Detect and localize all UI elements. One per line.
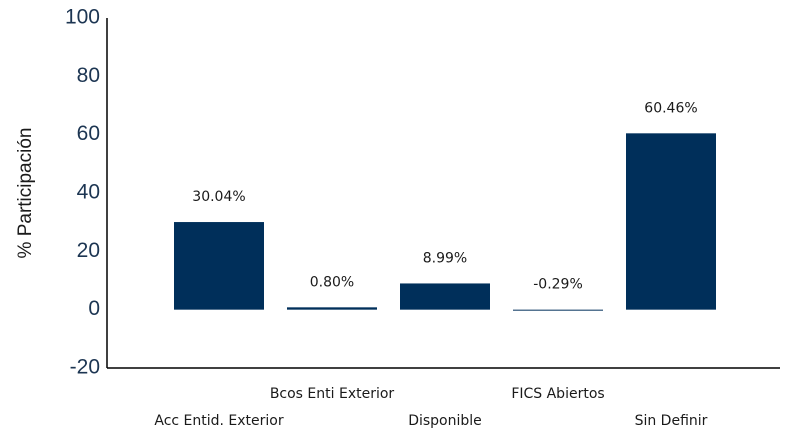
y-tick-label: 60 [77,122,100,145]
y-tick-label: -20 [70,356,100,379]
y-tick-label: 100 [65,6,100,29]
bar [287,307,377,310]
value-label: -0.29% [533,277,583,293]
y-axis-title: % Participación [15,128,36,259]
value-label: 8.99% [423,250,467,266]
y-tick-label: 80 [77,64,100,87]
x-tick-label: Sin Definir [635,413,708,429]
bar [400,283,490,310]
y-tick-label: 0 [88,297,100,320]
bar [174,222,264,310]
y-tick-label: 20 [77,239,100,262]
x-tick-label: Disponible [408,413,482,429]
value-label: 60.46% [644,100,697,116]
x-tick-label: Bcos Enti Exterior [270,386,395,402]
x-tick-label: Acc Entid. Exterior [154,413,284,429]
x-tick-label: FICS Abiertos [511,386,604,402]
y-tick-label: 40 [77,181,100,204]
bar [626,133,716,310]
value-label: 0.80% [310,274,354,290]
bar [513,309,603,311]
value-label: 30.04% [192,189,245,205]
